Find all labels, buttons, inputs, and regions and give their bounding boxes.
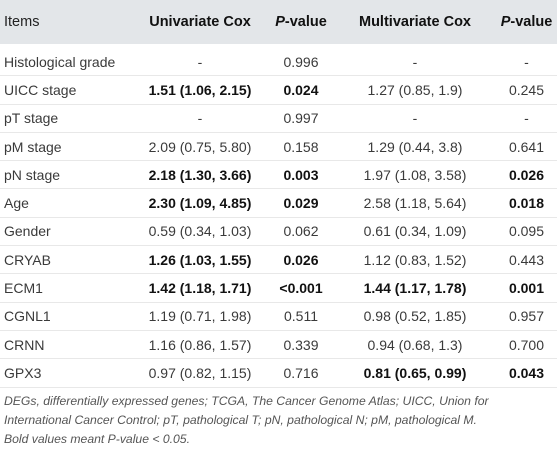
cell: 2.30 (1.09, 4.85) [132, 188, 268, 218]
cell: 0.716 [268, 358, 334, 388]
row-label: ECM1 [0, 273, 132, 303]
cell: 0.97 (0.82, 1.15) [132, 358, 268, 388]
cell: 0.026 [496, 160, 557, 190]
cell: 1.16 (0.86, 1.57) [132, 330, 268, 360]
cell: 0.61 (0.34, 1.09) [334, 217, 496, 247]
cell: 0.511 [268, 302, 334, 331]
row-label: Age [0, 188, 132, 218]
row-label: UICC stage [0, 75, 132, 105]
table-row: pM stage 2.09 (0.75, 5.80) 0.158 1.29 (0.44… [0, 132, 557, 162]
cell: 0.81 (0.65, 0.99) [334, 358, 496, 388]
table-row: pN stage 2.18 (1.30, 3.66) 0.003 1.97 (1.08… [0, 160, 557, 190]
table-row: pT stage -0.997- - [0, 104, 557, 133]
cell: 0.996 [268, 44, 334, 77]
cell: 0.043 [496, 358, 557, 388]
table-row: UICC stage 1.51 (1.06, 2.15) 0.024 1.27 (0.… [0, 75, 557, 105]
table-row: ECM1 1.42 (1.18, 1.71) <0.001 1.44 (1.17, 1… [0, 273, 557, 303]
cell: 0.158 [268, 132, 334, 162]
table-row: Age 2.30 (1.09, 4.85) 0.029 2.58 (1.18, 5.6… [0, 188, 557, 218]
footnote: DEGs, differentially expressed genes; TC… [0, 392, 557, 449]
cell: - [132, 44, 268, 77]
cell: 0.029 [268, 188, 334, 218]
row-label: Gender [0, 217, 132, 247]
cell: 1.26 (1.03, 1.55) [132, 245, 268, 275]
header-cell: Univariate Cox [132, 0, 268, 44]
cell: 1.29 (0.44, 3.8) [334, 132, 496, 162]
footnote-line: DEGs, differentially expressed genes; TC… [4, 393, 489, 408]
cell: 0.095 [496, 217, 557, 247]
row-label: CGNL1 [0, 302, 132, 331]
cell: - [334, 44, 496, 77]
cell: - [496, 44, 557, 77]
row-label: GPX3 [0, 358, 132, 388]
cell: 1.44 (1.17, 1.78) [334, 273, 496, 303]
cell: 0.026 [268, 245, 334, 275]
header-cell: Multivariate Cox [334, 0, 496, 44]
row-label: pT stage [0, 104, 132, 133]
table-row: GPX3 0.97 (0.82, 1.15) 0.716 0.81 (0.65, 0.… [0, 358, 557, 388]
table-row: CRYAB 1.26 (1.03, 1.55) 0.026 1.12 (0.83, 1… [0, 245, 557, 275]
row-label: CRYAB [0, 245, 132, 275]
cell: 1.51 (1.06, 2.15) [132, 75, 268, 105]
cell: 0.59 (0.34, 1.03) [132, 217, 268, 247]
header-row: Items Univariate Cox P-value Multivariate C… [0, 0, 557, 44]
cell: 1.19 (0.71, 1.98) [132, 302, 268, 331]
cell: 1.12 (0.83, 1.52) [334, 245, 496, 275]
cell: 0.001 [496, 273, 557, 303]
header-cell: P-value [496, 0, 557, 44]
cell: 0.024 [268, 75, 334, 105]
cell: 2.58 (1.18, 5.64) [334, 188, 496, 218]
cell: - [334, 104, 496, 133]
cell: <0.001 [268, 273, 334, 303]
cell: 0.443 [496, 245, 557, 275]
cell: 0.641 [496, 132, 557, 162]
cell: 0.003 [268, 160, 334, 190]
cell: 0.062 [268, 217, 334, 247]
cell: 1.27 (0.85, 1.9) [334, 75, 496, 105]
table-row: Gender 0.59 (0.34, 1.03) 0.062 0.61 (0.34, … [0, 217, 557, 247]
row-label: pM stage [0, 132, 132, 162]
cell: 1.42 (1.18, 1.71) [132, 273, 268, 303]
cell: - [496, 104, 557, 133]
cell: 0.98 (0.52, 1.85) [334, 302, 496, 331]
header-cell: Items [0, 0, 132, 44]
cell: 0.339 [268, 330, 334, 360]
footnote-line: International Cancer Control; pT, pathol… [4, 412, 477, 427]
cell: 0.997 [268, 104, 334, 133]
results-table: Items Univariate Cox P-value Multivariate C… [0, 0, 557, 388]
footnote-line: Bold values meant P-value < 0.05. [4, 431, 190, 446]
cell: 0.018 [496, 188, 557, 218]
table-row: CGNL1 1.19 (0.71, 1.98) 0.511 0.98 (0.52, 1… [0, 302, 557, 331]
cell: 0.245 [496, 75, 557, 105]
cell: - [132, 104, 268, 133]
cell: 2.09 (0.75, 5.80) [132, 132, 268, 162]
table-body: Histological grade -0.996- - UICC stage 1.51… [0, 44, 557, 388]
table-row: CRNN 1.16 (0.86, 1.57) 0.339 0.94 (0.68, 1.… [0, 330, 557, 360]
cell: 0.94 (0.68, 1.3) [334, 330, 496, 360]
cell: 2.18 (1.30, 3.66) [132, 160, 268, 190]
cell: 1.97 (1.08, 3.58) [334, 160, 496, 190]
table-row: Histological grade -0.996- - [0, 44, 557, 77]
row-label: Histological grade [0, 44, 132, 77]
row-label: pN stage [0, 160, 132, 190]
row-label: CRNN [0, 330, 132, 360]
cell: 0.957 [496, 302, 557, 331]
header-cell: P-value [268, 0, 334, 44]
cell: 0.700 [496, 330, 557, 360]
